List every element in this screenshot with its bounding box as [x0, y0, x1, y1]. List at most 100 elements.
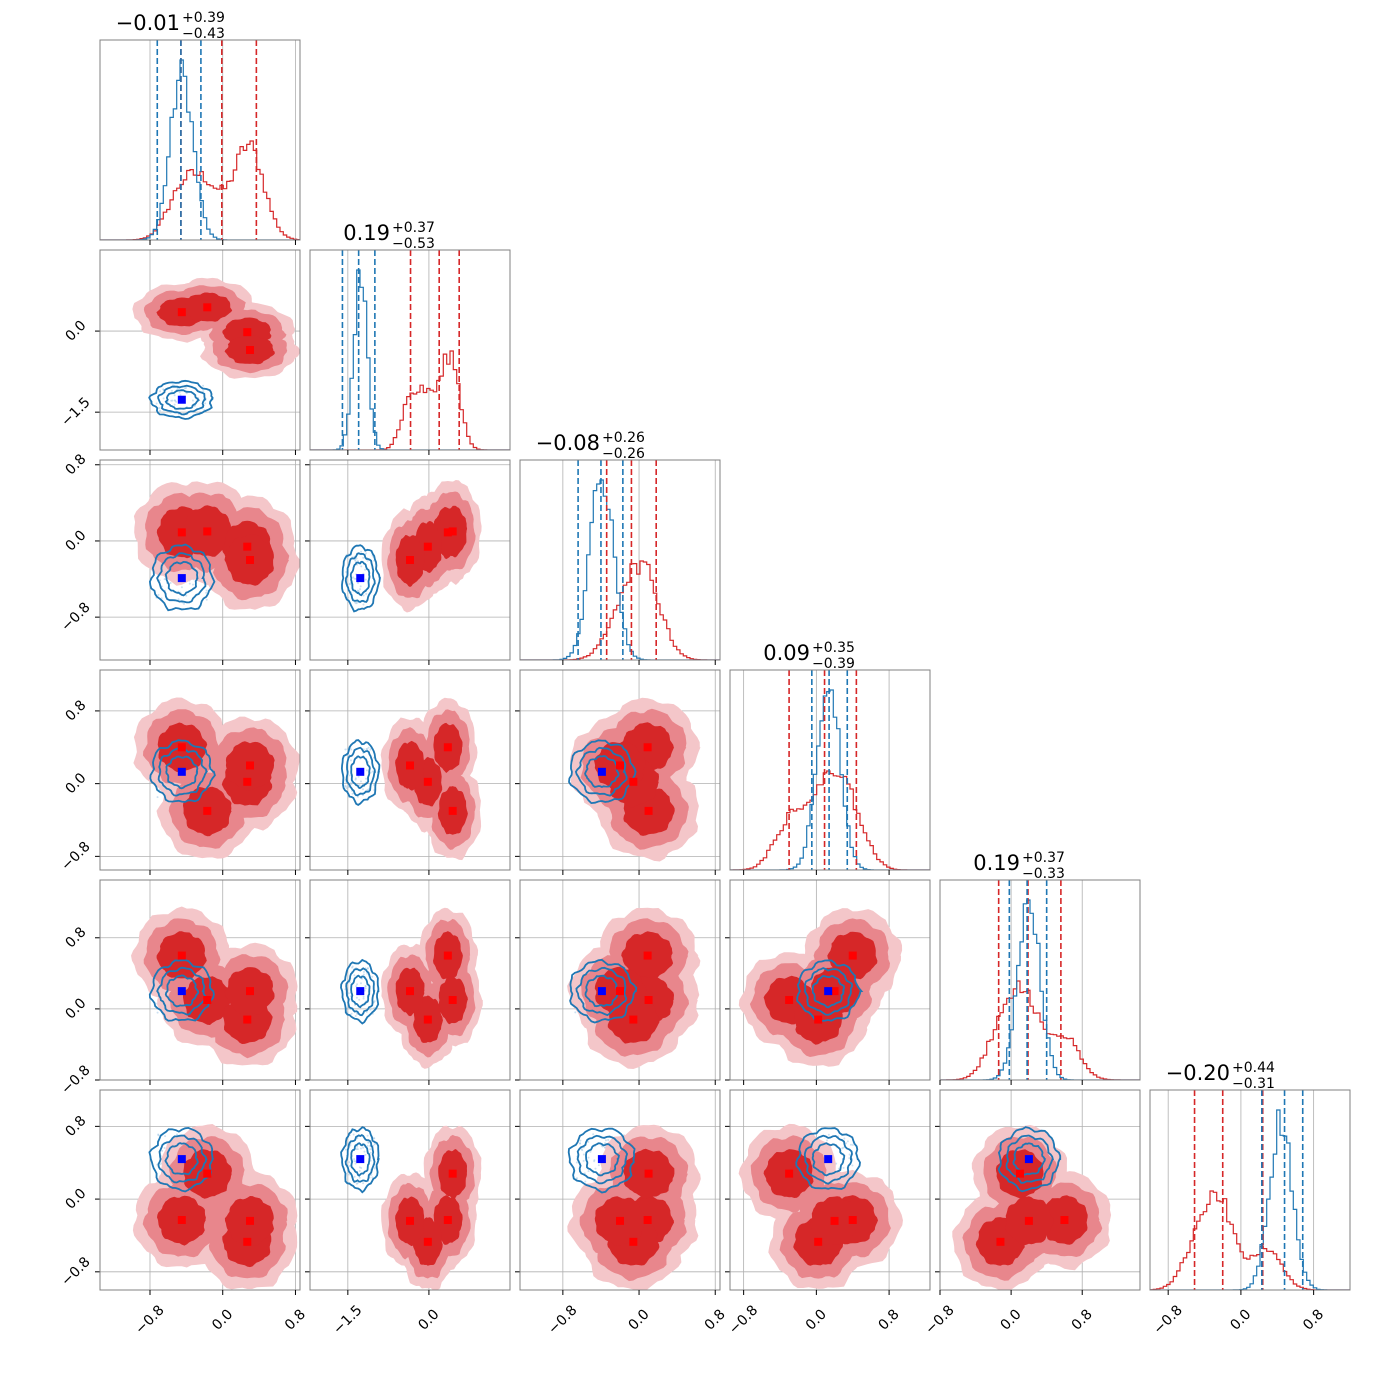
scatter-point-blue	[188, 582, 191, 585]
panel-content	[100, 670, 300, 870]
scatter-point-blue	[358, 998, 361, 1001]
histogram-red	[310, 350, 510, 450]
blue-contour-2	[350, 974, 371, 1009]
scatter-point-blue	[360, 1166, 363, 1169]
scatter-point-blue	[353, 1160, 356, 1163]
marker-red	[243, 542, 252, 551]
scatter-point-blue	[358, 1169, 361, 1172]
x-tick-label: 0.0	[1227, 1306, 1254, 1333]
scatter-point-blue	[159, 1162, 162, 1165]
blue-contour-2	[1012, 1142, 1046, 1176]
blue-contour-1	[157, 1134, 208, 1184]
scatter-point-blue	[351, 965, 354, 968]
scatter-point-blue	[347, 992, 350, 995]
marker-red	[644, 1169, 653, 1178]
blue-contour-2	[164, 560, 199, 597]
scatter-point-blue	[349, 1144, 352, 1147]
x-tick-label: −0.8	[922, 1302, 957, 1337]
panel-3-3: 0.09 +0.35−0.39	[729, 640, 931, 875]
scatter-point-blue	[355, 1148, 358, 1151]
panel-frame	[729, 1089, 931, 1291]
panel-frame	[519, 879, 721, 1081]
scatter-point-blue	[205, 591, 208, 594]
panel-content	[520, 1090, 720, 1290]
marker-red	[243, 777, 252, 786]
marker-red	[243, 328, 252, 337]
scatter-point-blue	[365, 769, 368, 772]
scatter-point-blue	[185, 392, 188, 395]
x-tick-label: −0.8	[132, 1302, 167, 1337]
scatter-point-blue	[354, 558, 357, 561]
panel-content	[520, 880, 720, 1080]
panel-frame	[519, 1089, 721, 1291]
scatter-point-blue	[183, 602, 186, 605]
histogram-red	[100, 140, 300, 240]
scatter-point-blue	[364, 1153, 367, 1156]
marker-blue	[177, 1155, 186, 1164]
scatter-point-blue	[362, 1146, 365, 1149]
scatter-point-blue	[574, 1011, 577, 1014]
marker-red	[814, 1237, 823, 1246]
scatter-point-blue	[845, 1142, 848, 1145]
panel-content	[730, 670, 930, 870]
blue-contour-1	[803, 1134, 853, 1185]
marker-red	[406, 987, 414, 996]
blue-contour-1	[157, 384, 207, 416]
scatter-point-blue	[372, 1001, 375, 1004]
marker-red	[616, 987, 624, 996]
scatter-point-blue	[155, 402, 158, 405]
panel-content	[520, 670, 720, 870]
scatter-point-blue	[345, 785, 348, 788]
blue-contour-1	[574, 746, 628, 797]
panel-content	[100, 460, 300, 660]
marker-red	[246, 556, 254, 564]
scatter-point-blue	[163, 578, 166, 581]
panel-frame	[99, 249, 301, 451]
scatter-point-blue	[348, 774, 351, 777]
panel-frame	[99, 459, 301, 661]
panel-frame	[309, 1089, 511, 1291]
scatter-point-blue	[362, 603, 365, 606]
scatter-point-blue	[185, 387, 188, 390]
y-tick-label: 0.8	[62, 1113, 89, 1140]
scatter-point-blue	[587, 1156, 590, 1159]
scatter-point-blue	[587, 1141, 590, 1144]
scatter-point-blue	[604, 1139, 607, 1142]
panel-content	[1150, 1090, 1350, 1290]
scatter-point-blue	[356, 1145, 359, 1148]
scatter-point-blue	[369, 771, 372, 774]
marker-red	[629, 777, 638, 786]
scatter-point-blue	[169, 582, 172, 585]
marker-red	[203, 996, 212, 1004]
scatter-point-blue	[159, 390, 162, 393]
panel-5-5: −0.20 +0.44−0.31 −0.8 0.0 0.8	[1149, 1060, 1351, 1338]
scatter-point-blue	[345, 570, 348, 573]
blue-contour-2	[164, 1142, 199, 1176]
title-minus: −0.31	[1232, 1076, 1275, 1092]
marker-red	[643, 951, 652, 960]
marker-red	[443, 951, 452, 960]
scatter-point-blue	[185, 594, 188, 597]
marker-red	[406, 556, 414, 564]
scatter-point-blue	[355, 985, 358, 988]
title-plus: +0.37	[392, 220, 435, 236]
panel-4-2	[515, 879, 721, 1085]
scatter-point-blue	[362, 1182, 365, 1185]
scatter-point-blue	[364, 985, 367, 988]
panel-5-2: −0.8 0.0 0.8	[515, 1089, 729, 1338]
scatter-point-blue	[851, 1164, 854, 1167]
marker-blue	[597, 767, 606, 776]
scatter-point-blue	[359, 588, 362, 591]
scatter-point-blue	[362, 995, 365, 998]
scatter-point-blue	[354, 778, 357, 781]
scatter-point-blue	[353, 974, 356, 977]
marker-red	[644, 996, 653, 1004]
scatter-point-blue	[156, 796, 159, 799]
x-tick-label: 0.0	[209, 1306, 236, 1333]
x-tick-label: 0.0	[998, 1306, 1025, 1333]
scatter-point-blue	[366, 748, 369, 751]
title-median: −0.08	[536, 431, 600, 455]
marker-red	[246, 346, 254, 354]
scatter-point-blue	[162, 397, 165, 400]
title-minus: −0.26	[602, 446, 645, 462]
